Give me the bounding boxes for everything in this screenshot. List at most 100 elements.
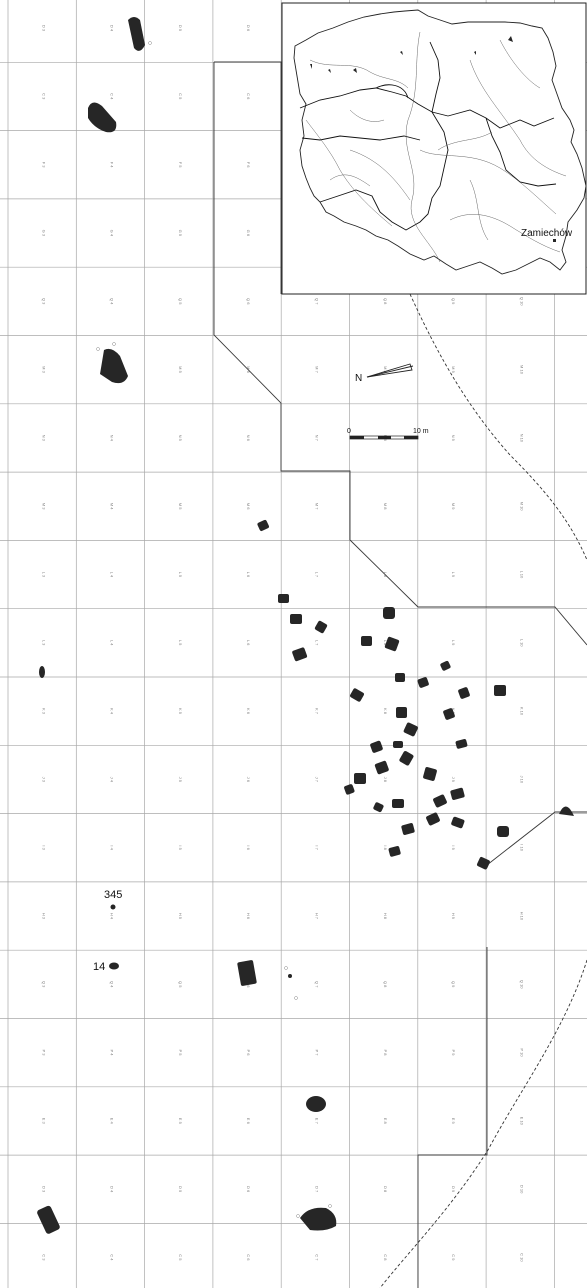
grid-square-label: J 7 [315,777,320,783]
feature-pit [559,806,574,816]
north-label: N [355,373,362,384]
feature-pit [278,594,289,603]
feature-pit [392,799,404,808]
grid-square-label: Q 9 [451,298,456,305]
grid-square-label: L 10 [519,571,524,579]
small-find [112,342,116,346]
grid-square-label: P 9 [451,1050,456,1057]
feature-number-345: 345 [104,889,122,901]
grid-square-label: Q 5 [178,981,183,988]
grid-square-label: L 7 [315,640,320,646]
feature-number-14: 14 [93,961,105,973]
grid-square-label: F 5 [178,162,183,169]
grid-square-label: F 6 [246,162,251,169]
feature-pit [100,348,128,384]
grid-square-label: Q 7 [315,298,320,305]
grid-square-label: D 6 [246,25,251,32]
grid-square-label: P 10 [519,1048,524,1057]
grid-square-label: J 4 [110,777,115,783]
grid-square-label: J 6 [246,777,251,783]
grid-square-label: L 3 [41,640,46,646]
grid-square-label: K 3 [41,708,46,715]
grid-square-label: L 5 [178,572,183,578]
north-arrow: N [355,363,414,384]
grid-square-label: Q 10 [519,980,524,989]
feature-pit [39,666,45,678]
grid-square-label: E 9 [451,1118,456,1125]
grid-square-label: Q 3 [41,981,46,988]
grid-square-label: D 6 [246,1186,251,1193]
feature-pit [361,636,372,646]
grid-square-label: C 7 [315,1254,320,1261]
grid-square-label: D 5 [178,1186,183,1193]
grid-square-label: I 9 [451,845,456,850]
grid-square-label: P 8 [383,1050,388,1057]
feature-pit [300,1207,337,1231]
feature-pit [350,688,364,702]
grid-square-label: G 5 [178,230,183,237]
scale-end-label: 10 m [413,428,429,435]
grid-square-label: E 8 [383,1118,388,1125]
feature-pit [110,904,116,910]
feature-pit [388,846,401,857]
grid-square-label: K 5 [178,708,183,715]
grid-square-label: P 4 [110,1050,115,1057]
site-marker [553,239,556,242]
grid-square-label: M 8 [383,503,388,510]
feature-pit [440,660,451,671]
grid-square-label: J 8 [383,777,388,783]
grid-square-label: I 7 [315,845,320,850]
grid-square-label: M 10 [519,502,524,512]
feature-pit [395,673,405,682]
feature-pit [383,607,395,619]
grid-square-label: P 6 [246,1050,251,1057]
grid-square-label: K 10 [519,707,524,716]
grid-square-label: H 5 [178,913,183,920]
feature-pit [396,707,407,718]
small-find [328,1204,332,1208]
feature-pit [399,751,414,766]
rivers [305,31,567,263]
grid-square-label: M 7 [315,503,320,510]
feature-pit [344,784,355,795]
grid-square-label: E 5 [178,1118,183,1125]
grid-square-label: M 9 [451,366,456,373]
grid-square-label: F 4 [110,162,115,169]
grid-square-label: K 4 [110,708,115,715]
grid-square-label: M 5 [178,503,183,510]
grid-square-label: I 5 [178,845,183,850]
grid-square-label: Q 3 [41,298,46,305]
grid-square-label: D 4 [110,1186,115,1193]
grid-square-label: Q 7 [315,981,320,988]
grid-square-label: M 8 [383,366,388,373]
grid-square-label: M 9 [451,503,456,510]
feature-pit [384,636,400,652]
grid-square-label: L 6 [246,640,251,646]
feature-pit [455,739,468,749]
grid-square-label: C 6 [246,1254,251,1261]
grid-square-label: G 6 [246,230,251,237]
grid-square-label: F 3 [41,162,46,169]
grid-square-label: M 6 [246,503,251,510]
grid-square-label: L 7 [315,572,320,578]
grid-square-label: I 4 [110,845,115,850]
grid-square-label: H 7 [315,913,320,920]
feature-pit [314,620,328,634]
grid-square-label: Q 10 [519,297,524,306]
grid-square-label: P 3 [41,1050,46,1057]
grid-square-label: P 7 [315,1050,320,1057]
grid-square-label: Q 4 [110,298,115,305]
feature-pit [88,102,117,133]
grid-square-label: C 8 [383,1254,388,1261]
grid-square-label: L 9 [451,572,456,578]
small-find [296,1214,300,1218]
feature-pit [433,794,447,808]
inset-frame [281,2,587,295]
feature-pit [450,787,465,800]
archaeological-features [37,17,574,1234]
grid-square-label: C 5 [178,1254,183,1261]
grid-square-label: H 3 [41,913,46,920]
feature-pit [288,974,292,978]
grid-square-label: G 3 [41,230,46,237]
feature-pit [443,708,455,720]
